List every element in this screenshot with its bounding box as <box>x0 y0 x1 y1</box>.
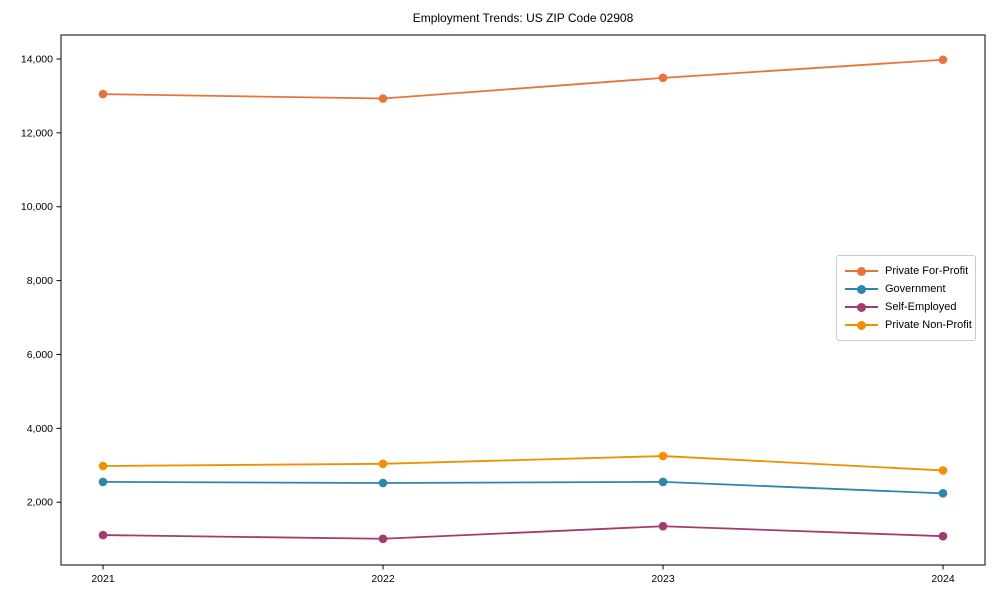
y-axis-tick-label: 12,000 <box>21 127 53 139</box>
series-line-private-for-profit <box>102 58 944 100</box>
legend-swatch-dot <box>857 266 866 276</box>
x-axis-tick-label: 2021 <box>91 573 115 585</box>
y-axis-tick-label: 6,000 <box>27 349 53 361</box>
y-axis-tick-label: 14,000 <box>21 54 53 66</box>
y-axis-tick-label: 10,000 <box>21 201 53 213</box>
data-point-private-for-profit <box>658 73 668 83</box>
data-point-private-non-profit <box>938 466 948 475</box>
data-point-government <box>658 477 668 487</box>
legend-item-private-non-profit: Private Non-Profit <box>845 316 972 334</box>
y-axis-tick-label: 8,000 <box>27 275 53 287</box>
data-point-self-employed <box>98 530 108 540</box>
legend-label: Private Non-Profit <box>885 319 972 331</box>
legend-item-self-employed: Self-Employed <box>845 298 967 316</box>
data-point-self-employed <box>378 534 388 544</box>
data-point-private-for-profit <box>378 94 388 103</box>
legend-marker <box>845 302 878 313</box>
legend-item-government: Government <box>845 280 967 298</box>
legend-label: Self-Employed <box>885 301 957 313</box>
y-axis-tick-label: 2,000 <box>27 497 53 509</box>
data-point-private-non-profit <box>658 451 668 461</box>
data-point-private-non-profit <box>378 459 388 469</box>
data-point-government <box>378 478 388 488</box>
y-axis-tick-label: 4,000 <box>27 423 53 435</box>
legend-swatch-dot <box>857 302 866 312</box>
series-line-self-employed <box>102 525 944 540</box>
legend-label: Private For-Profit <box>885 265 969 277</box>
legend-marker <box>845 320 878 331</box>
legend-label: Government <box>885 283 946 295</box>
chart-title: Employment Trends: US ZIP Code 02908 <box>412 11 634 25</box>
x-axis-tick-label: 2024 <box>931 573 955 585</box>
legend-marker <box>845 266 878 277</box>
data-point-private-for-profit <box>938 55 948 65</box>
data-point-self-employed <box>938 531 948 541</box>
series-line-private-non-profit <box>102 455 944 472</box>
data-point-private-non-profit <box>98 461 108 471</box>
legend-marker <box>845 284 878 295</box>
legend-swatch-dot <box>857 284 866 294</box>
series-line-government <box>102 480 944 495</box>
x-axis-tick-label: 2023 <box>651 573 675 585</box>
legend-swatch-dot <box>857 320 866 330</box>
legend-item-private-for-profit: Private For-Profit <box>845 262 969 280</box>
data-point-self-employed <box>658 521 668 531</box>
x-axis-tick-label: 2022 <box>371 573 395 585</box>
data-point-government <box>98 477 108 487</box>
legend: Private For-Profit Government Self-Employe… <box>836 255 976 341</box>
plot-border <box>60 34 986 566</box>
data-point-government <box>938 489 948 498</box>
data-point-private-for-profit <box>98 89 108 99</box>
